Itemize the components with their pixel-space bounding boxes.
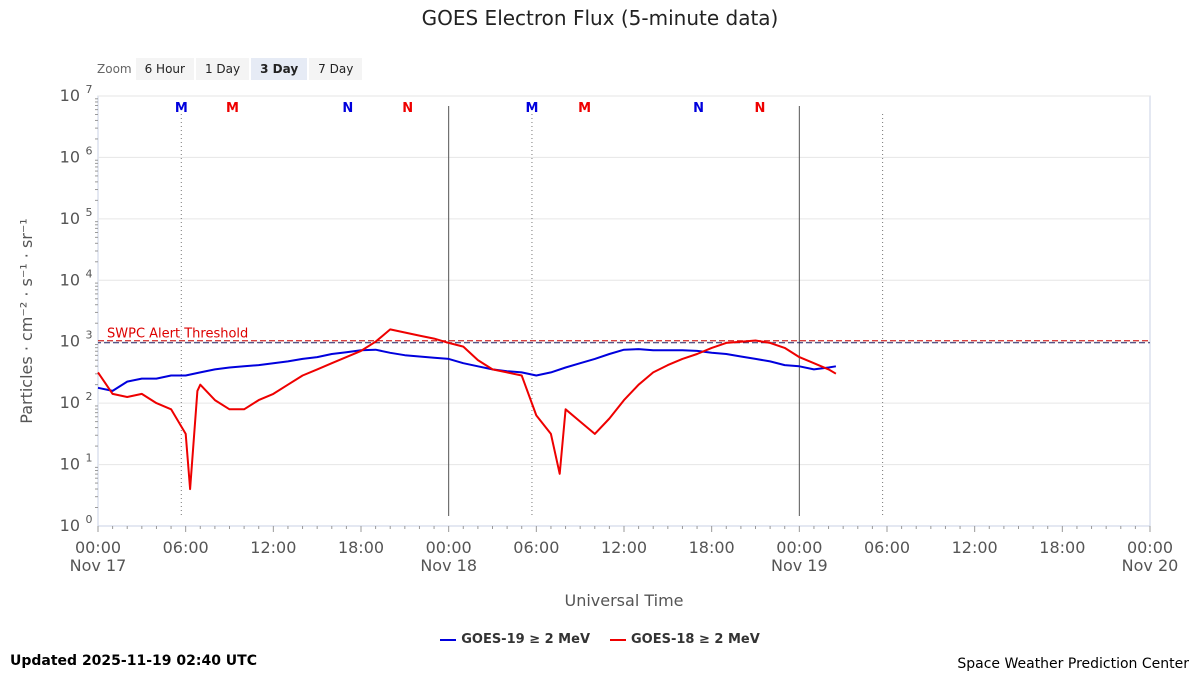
mn-marker-m: M <box>226 101 239 116</box>
legend-label-goes19: GOES-19 ≥ 2 MeV <box>461 632 590 647</box>
plot-area <box>97 95 1151 527</box>
mn-marker-m: M <box>578 101 591 116</box>
legend-swatch-goes19 <box>440 638 457 641</box>
legend-item-goes18[interactable]: GOES-18 ≥ 2 MeV <box>610 632 760 647</box>
zoom-6-hour-button[interactable]: 6 Hour <box>135 58 194 80</box>
zoom-3-day-button[interactable]: 3 Day <box>251 58 308 80</box>
x-tick-time-label: 12:00 <box>250 538 296 557</box>
y-tick-label: 10 <box>60 516 80 535</box>
x-tick-time-label: 18:00 <box>1039 538 1085 557</box>
y-tick-exponent: 5 <box>86 206 93 219</box>
x-tick-time-label: 00:00 <box>426 538 472 557</box>
x-tick-time-label: 06:00 <box>864 538 910 557</box>
series-line-goes18[interactable] <box>97 328 837 491</box>
mn-marker-n: N <box>754 101 765 116</box>
y-tick-exponent: 7 <box>86 83 93 96</box>
legend-label-goes18: GOES-18 ≥ 2 MeV <box>631 632 760 647</box>
mn-marker-n: N <box>402 101 413 116</box>
zoom-label: Zoom <box>97 62 132 76</box>
y-tick-exponent: 3 <box>86 329 93 342</box>
zoom-1-day-button[interactable]: 1 Day <box>195 58 250 80</box>
x-tick-time-label: 12:00 <box>952 538 998 557</box>
credit-text: Space Weather Prediction Center <box>957 656 1189 672</box>
x-tick-time-label: 00:00 <box>1127 538 1173 557</box>
x-tick-time-label: 06:00 <box>513 538 559 557</box>
legend-swatch-goes18 <box>610 638 626 641</box>
y-tick-label: 10 <box>60 393 80 412</box>
x-tick-time-label: 18:00 <box>338 538 384 557</box>
mn-marker-n: N <box>342 101 353 116</box>
series-line-goes19[interactable] <box>97 348 837 392</box>
y-tick-label: 10 <box>60 147 80 166</box>
y-tick-exponent: 6 <box>86 144 93 157</box>
x-tick-date-label: Nov 17 <box>70 556 127 575</box>
zoom-7-day-button[interactable]: 7 Day <box>309 58 363 80</box>
mn-marker-m: M <box>175 101 188 116</box>
y-tick-exponent: 4 <box>86 267 93 280</box>
y-tick-label: 10 <box>60 455 80 474</box>
chart-title: GOES Electron Flux (5-minute data) <box>421 6 779 30</box>
zoom-bar: Zoom 6 Hour 1 Day 3 Day 7 Day <box>92 58 364 80</box>
mn-marker-m: M <box>525 101 538 116</box>
y-tick-exponent: 2 <box>86 390 93 403</box>
x-tick-time-label: 18:00 <box>689 538 735 557</box>
y-tick-exponent: 0 <box>86 513 93 526</box>
y-tick-label: 10 <box>60 270 80 289</box>
y-tick-label: 10 <box>60 332 80 351</box>
x-tick-date-label: Nov 18 <box>420 556 477 575</box>
x-tick-date-label: Nov 19 <box>771 556 828 575</box>
y-tick-exponent: 1 <box>86 452 93 465</box>
legend-item-goes19[interactable]: GOES-19 ≥ 2 MeV <box>440 632 590 647</box>
mn-marker-n: N <box>693 101 704 116</box>
updated-timestamp: Updated 2025-11-19 02:40 UTC <box>10 653 257 669</box>
y-axis-title: Particles · cm⁻² · s⁻¹ · sr⁻¹ <box>17 218 36 423</box>
x-tick-time-label: 00:00 <box>75 538 121 557</box>
y-tick-label: 10 <box>60 209 80 228</box>
y-tick-label: 10 <box>60 86 80 105</box>
alert-threshold-label: SWPC Alert Threshold <box>107 327 248 342</box>
legend: GOES-19 ≥ 2 MeV GOES-18 ≥ 2 MeV <box>0 632 1200 647</box>
x-tick-time-label: 00:00 <box>776 538 822 557</box>
x-tick-time-label: 12:00 <box>601 538 647 557</box>
x-tick-date-label: Nov 20 <box>1122 556 1179 575</box>
x-tick-time-label: 06:00 <box>163 538 209 557</box>
x-axis-title: Universal Time <box>564 591 683 610</box>
